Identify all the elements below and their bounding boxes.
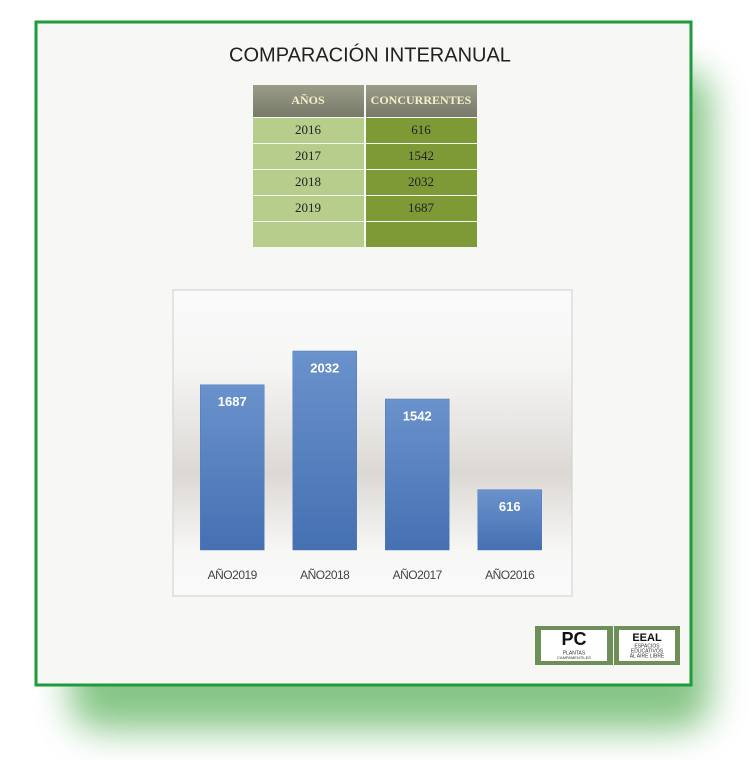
table-cell <box>366 170 477 195</box>
x-tick-label: AÑO2019 <box>208 568 258 582</box>
logo: PC PLANTAS CAMPAMENTILES EEAL ESPACIOS E… <box>535 626 680 665</box>
logo-mark: PC <box>561 629 586 649</box>
table-cell <box>253 170 364 195</box>
cell-text: 1542 <box>408 148 434 163</box>
data-label: 616 <box>499 499 521 514</box>
logo-text: EDUCATIVOS <box>631 648 664 654</box>
header-cell <box>253 85 364 117</box>
logo-mark: EEAL <box>632 632 662 644</box>
logo-inner <box>619 630 675 661</box>
x-tick-label: AÑO2016 <box>485 568 535 582</box>
cell-text: 2016 <box>295 122 322 137</box>
header-cell <box>366 85 477 117</box>
bar <box>477 489 542 551</box>
cell-text: 2032 <box>408 174 434 189</box>
table: AÑOS CONCURRENTES 2016 616 2017 1542 2018 203… <box>253 85 477 247</box>
table-rows: 2016 616 2017 1542 2018 2032 2019 1687 <box>253 118 477 221</box>
logo-text: PLANTAS <box>563 650 586 656</box>
x-tick-label: AÑO2018 <box>300 568 350 582</box>
table-cell <box>253 118 364 143</box>
cell-text: 2018 <box>295 174 321 189</box>
cell-text: 616 <box>411 122 431 137</box>
chart: 1687 AÑO2019 2032 AÑO2018 1542 AÑO2017 616 AÑO2… <box>200 350 542 582</box>
table-cell <box>366 118 477 143</box>
bar <box>385 398 450 551</box>
data-label: 1542 <box>403 408 432 423</box>
table-cell <box>366 196 477 221</box>
bar <box>292 350 357 551</box>
header-text: AÑOS <box>291 93 325 107</box>
bar <box>200 384 265 551</box>
table-cell <box>253 196 364 221</box>
logo-text: AL AIRE LIBRE <box>630 653 665 659</box>
table-cell <box>366 144 477 169</box>
header-text: CONCURRENTES <box>371 93 472 107</box>
empty-cell <box>253 222 364 247</box>
cell-text: 1687 <box>408 200 435 215</box>
cell-text: 2017 <box>295 148 322 163</box>
logo-text: ESPACIOS <box>634 643 660 649</box>
cell-text: 2019 <box>295 200 321 215</box>
empty-cell <box>366 222 477 247</box>
logo-inner <box>541 630 607 661</box>
title: COMPARACIÓN INTERANUAL <box>229 43 511 66</box>
table-cell <box>253 144 364 169</box>
x-tick-label: AÑO2017 <box>393 568 443 582</box>
data-label: 2032 <box>310 360 339 375</box>
logo-text: CAMPAMENTILES <box>557 655 591 660</box>
data-label: 1687 <box>218 394 247 409</box>
